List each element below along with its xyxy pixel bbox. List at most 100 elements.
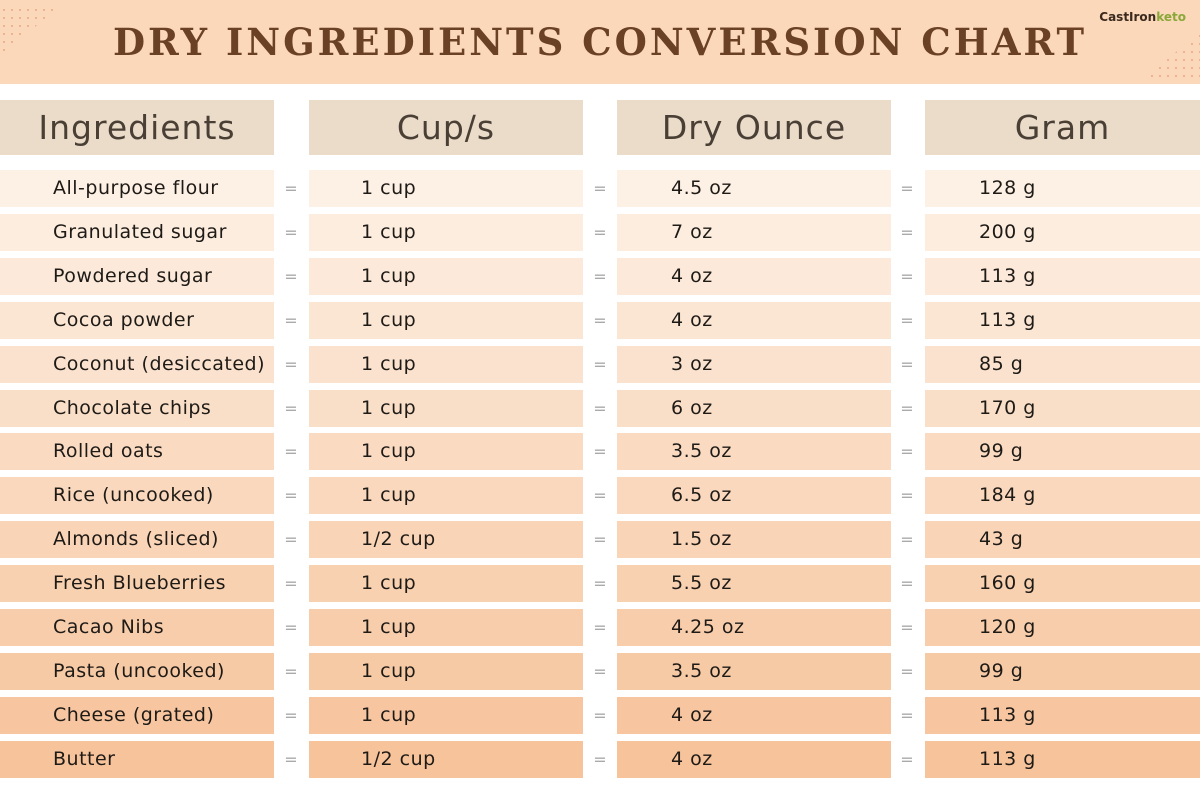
equals-sign: =	[593, 179, 607, 198]
equals-sign: =	[593, 310, 607, 330]
equals-sign: =	[900, 530, 914, 550]
gram-cell: 113 g	[925, 740, 1200, 778]
equals-sign: =	[284, 749, 298, 769]
ingredient-cell: Rice (uncooked)	[0, 477, 274, 515]
equals-sign: =	[284, 530, 298, 550]
ounce-cell: 3.5 oz	[617, 652, 891, 690]
ingredient-cell: Pasta (uncooked)	[0, 652, 274, 690]
ounce-cell: 4.5 oz	[617, 170, 891, 207]
title-band	[0, 0, 1200, 84]
equals-sign: =	[593, 486, 607, 506]
table-row: Pasta (uncooked) 1 cup 3.5 oz 99 g = = =	[0, 652, 1200, 690]
ingredient-cell: Cocoa powder	[0, 301, 274, 339]
ingredient-cell: Granulated sugar	[0, 213, 274, 251]
ounce-cell: 6.5 oz	[617, 477, 891, 515]
equals-sign: =	[593, 661, 607, 681]
ingredient-cell: Cacao Nibs	[0, 609, 274, 646]
ingredient-cell: Chocolate chips	[0, 389, 274, 427]
ingredient-cell: Powdered sugar	[0, 257, 274, 295]
cups-cell: 1 cup	[309, 433, 583, 471]
equals-sign: =	[900, 661, 914, 681]
gram-cell: 85 g	[925, 345, 1200, 383]
equals-sign: =	[900, 222, 914, 242]
cups-cell: 1 cup	[309, 477, 583, 515]
logo-text: CastIron	[1099, 10, 1157, 24]
equals-sign: =	[284, 310, 298, 330]
cups-cell: 1 cup	[309, 301, 583, 339]
table-row: All-purpose flour 1 cup 4.5 oz 128 g = = =	[0, 170, 1200, 207]
equals-sign: =	[593, 705, 607, 725]
equals-sign: =	[284, 442, 298, 462]
ingredient-cell: All-purpose flour	[0, 170, 274, 207]
header-cups: Cup/s	[309, 100, 583, 155]
equals-sign: =	[593, 442, 607, 462]
table-row: Chocolate chips 1 cup 6 oz 170 g = = =	[0, 389, 1200, 427]
gram-cell: 113 g	[925, 257, 1200, 295]
table-row: Granulated sugar 1 cup 7 oz 200 g = = =	[0, 213, 1200, 251]
header-gram: Gram	[925, 100, 1200, 155]
cups-cell: 1 cup	[309, 213, 583, 251]
ingredient-cell: Cheese (grated)	[0, 696, 274, 734]
equals-sign: =	[284, 398, 298, 418]
equals-sign: =	[593, 574, 607, 594]
table-row: Rice (uncooked) 1 cup 6.5 oz 184 g = = =	[0, 477, 1200, 515]
equals-sign: =	[900, 354, 914, 374]
ounce-cell: 4 oz	[617, 257, 891, 295]
table-row: Powdered sugar 1 cup 4 oz 113 g = = =	[0, 257, 1200, 295]
table-row: Coconut (desiccated) 1 cup 3 oz 85 g = = =	[0, 345, 1200, 383]
table-row: Fresh Blueberries 1 cup 5.5 oz 160 g = = =	[0, 565, 1200, 603]
equals-sign: =	[593, 222, 607, 242]
cups-cell: 1 cup	[309, 696, 583, 734]
table-row: Rolled oats 1 cup 3.5 oz 99 g = = =	[0, 433, 1200, 471]
equals-sign: =	[900, 574, 914, 594]
ounce-cell: 3 oz	[617, 345, 891, 383]
equals-sign: =	[593, 749, 607, 769]
equals-sign: =	[900, 749, 914, 769]
gram-cell: 99 g	[925, 652, 1200, 690]
cups-cell: 1 cup	[309, 652, 583, 690]
ounce-cell: 3.5 oz	[617, 433, 891, 471]
gram-cell: 43 g	[925, 521, 1200, 559]
cups-cell: 1 cup	[309, 565, 583, 603]
equals-sign: =	[284, 179, 298, 198]
ounce-cell: 7 oz	[617, 213, 891, 251]
equals-sign: =	[900, 442, 914, 462]
gram-cell: 170 g	[925, 389, 1200, 427]
equals-sign: =	[593, 354, 607, 374]
gram-cell: 160 g	[925, 565, 1200, 603]
equals-sign: =	[593, 398, 607, 418]
ingredient-cell: Almonds (sliced)	[0, 521, 274, 559]
table-row: Almonds (sliced) 1/2 cup 1.5 oz 43 g = = =	[0, 521, 1200, 559]
cups-cell: 1/2 cup	[309, 521, 583, 559]
table-row: Butter 1/2 cup 4 oz 113 g = = =	[0, 740, 1200, 778]
table-row: Cheese (grated) 1 cup 4 oz 113 g = = =	[0, 696, 1200, 734]
cups-cell: 1 cup	[309, 609, 583, 646]
ingredient-cell: Coconut (desiccated)	[0, 345, 274, 383]
equals-sign: =	[900, 705, 914, 725]
equals-sign: =	[900, 618, 914, 637]
logo: CastIronketo	[1099, 10, 1186, 24]
equals-sign: =	[284, 705, 298, 725]
cups-cell: 1 cup	[309, 257, 583, 295]
equals-sign: =	[900, 179, 914, 198]
table-row: Cacao Nibs 1 cup 4.25 oz 120 g = = =	[0, 609, 1200, 646]
equals-sign: =	[284, 486, 298, 506]
cups-cell: 1 cup	[309, 170, 583, 207]
ounce-cell: 4.25 oz	[617, 609, 891, 646]
equals-sign: =	[284, 222, 298, 242]
equals-sign: =	[593, 618, 607, 637]
equals-sign: =	[593, 266, 607, 286]
gram-cell: 99 g	[925, 433, 1200, 471]
ounce-cell: 5.5 oz	[617, 565, 891, 603]
cups-cell: 1 cup	[309, 389, 583, 427]
ounce-cell: 1.5 oz	[617, 521, 891, 559]
ingredient-cell: Butter	[0, 740, 274, 778]
equals-sign: =	[284, 618, 298, 637]
equals-sign: =	[900, 486, 914, 506]
equals-sign: =	[284, 661, 298, 681]
page-title: DRY INGREDIENTS CONVERSION CHART	[112, 20, 1088, 64]
gram-cell: 113 g	[925, 696, 1200, 734]
table-row: Cocoa powder 1 cup 4 oz 113 g = = =	[0, 301, 1200, 339]
gram-cell: 128 g	[925, 170, 1200, 207]
logo-text-accent: keto	[1156, 10, 1186, 24]
